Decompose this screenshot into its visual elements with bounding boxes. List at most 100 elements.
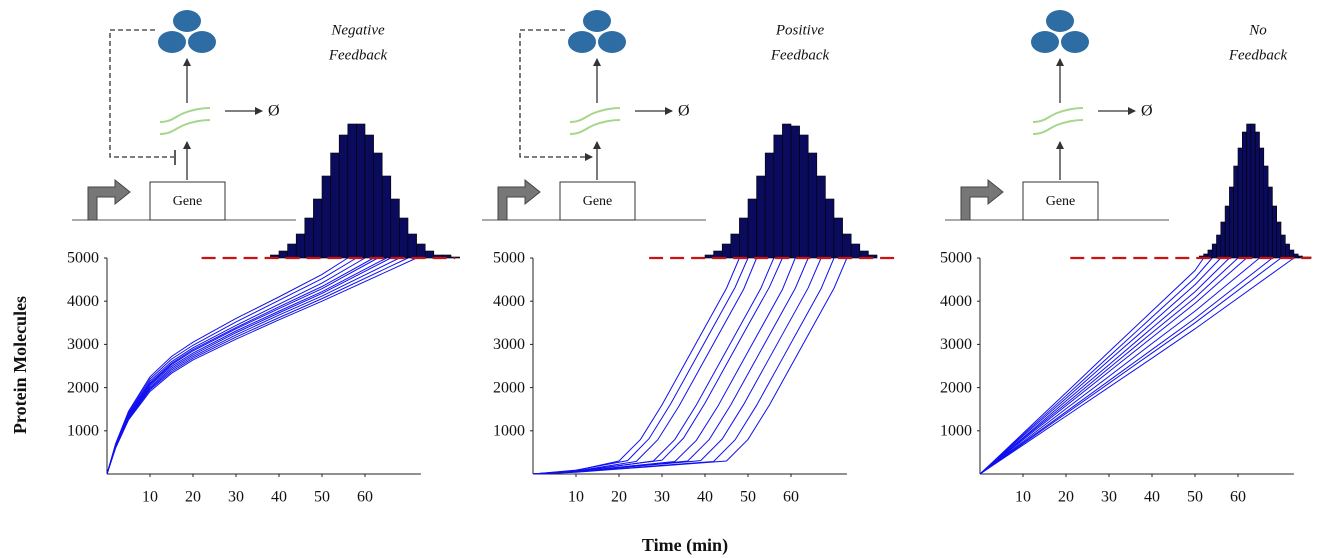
panel-title: Feedback	[770, 47, 830, 63]
x-tick-label: 40	[697, 489, 713, 506]
protein	[1046, 10, 1074, 32]
trajectory	[532, 257, 740, 475]
histogram-bar	[1272, 205, 1278, 259]
y-tick-label: 3000	[493, 336, 525, 353]
histogram-bar	[790, 125, 800, 259]
x-tick-label: 20	[185, 489, 201, 506]
mrna	[1032, 107, 1084, 123]
trajectory	[106, 257, 366, 475]
histogram-bar	[773, 134, 783, 259]
mrna	[569, 119, 621, 135]
histogram-bar	[1293, 253, 1299, 259]
x-tick-label: 10	[568, 489, 584, 506]
x-tick-label: 60	[783, 489, 799, 506]
trajectory	[979, 257, 1260, 475]
trajectory	[106, 257, 349, 475]
histogram-bar	[442, 254, 452, 259]
y-axis-label: Protein Molecules	[10, 296, 30, 434]
y-tick-label: 1000	[67, 422, 99, 439]
protein	[158, 31, 186, 53]
x-tick-label: 50	[1187, 489, 1203, 506]
x-axis-label: Time (min)	[642, 535, 728, 556]
y-tick-label: 2000	[67, 379, 99, 396]
histogram-bar	[825, 198, 835, 259]
histogram-bar	[1242, 131, 1247, 259]
histogram-bar	[313, 198, 323, 259]
y-tick-label: 5000	[493, 250, 525, 267]
x-tick-label: 60	[357, 489, 373, 506]
histogram-bar	[1250, 123, 1256, 259]
trajectory	[979, 257, 1273, 475]
histogram-bar	[756, 175, 766, 259]
feedback-line	[109, 29, 174, 158]
x-tick-label: 20	[1058, 489, 1074, 506]
trajectory	[532, 257, 749, 475]
histogram-bar	[842, 233, 852, 259]
histogram-bar	[304, 217, 314, 259]
protein	[598, 31, 626, 53]
histogram-bar	[321, 175, 331, 259]
histogram-bar	[850, 243, 861, 259]
trajectory	[979, 257, 1247, 475]
protein	[188, 31, 216, 53]
gene-box	[1022, 181, 1099, 221]
trajectory	[532, 257, 775, 475]
panel-title: Feedback	[328, 47, 388, 63]
y-tick-label: 1000	[493, 422, 525, 439]
trajectory	[979, 257, 1239, 475]
protein	[1061, 31, 1089, 53]
histogram-bar	[356, 123, 366, 259]
histogram-bar	[1285, 243, 1290, 259]
panel: 1000 2000 3000 4000 5000 10 20 30 40 50 60 Positive…	[482, 10, 895, 556]
trajectory	[532, 257, 783, 475]
degradation-label: Ø	[1141, 103, 1153, 120]
feedback-line	[519, 29, 593, 161]
histogram-bar	[373, 152, 383, 259]
y-tick-label: 4000	[940, 293, 972, 310]
histogram-bar	[1254, 131, 1260, 259]
histogram-bar	[330, 152, 340, 259]
histogram-bar	[364, 134, 374, 259]
gene-label: Gene	[583, 194, 613, 209]
protein	[1031, 31, 1059, 53]
panel: 1000 2000 3000 4000 5000 10 20 30 40 50 60 Negative…	[10, 10, 460, 506]
x-tick-label: 40	[271, 489, 287, 506]
histogram-bar	[407, 233, 417, 259]
histogram-bar	[833, 217, 843, 259]
histogram-bar	[338, 134, 349, 259]
panel: 1000 2000 3000 4000 5000 10 20 30 40 50 60 No Feedba…	[940, 10, 1312, 506]
protein	[583, 10, 611, 32]
histogram-bar	[1211, 243, 1217, 259]
histogram-bar	[721, 243, 732, 259]
gene-box	[149, 181, 226, 221]
histogram-bar	[1233, 165, 1239, 259]
y-tick-label: 5000	[67, 250, 99, 267]
protein	[173, 10, 201, 32]
panel-title: Feedback	[1228, 47, 1288, 63]
trajectory	[532, 257, 822, 475]
histogram-bar	[390, 198, 400, 259]
panel-title: Positive	[775, 22, 825, 38]
gene-diagram: Gene Ø	[482, 10, 706, 221]
y-tick-label: 1000	[940, 422, 972, 439]
trajectory	[532, 257, 809, 475]
x-tick-label: 10	[1015, 489, 1031, 506]
trajectory	[979, 257, 1222, 475]
trajectory	[106, 257, 379, 475]
trajectory	[106, 257, 392, 475]
gene-diagram: Gene Ø	[72, 10, 296, 221]
x-tick-label: 30	[654, 489, 670, 506]
promoter-arrow	[497, 178, 541, 221]
histogram-bar	[1246, 123, 1252, 259]
histogram-bar	[347, 123, 357, 259]
mrna	[159, 107, 211, 123]
histogram-bar	[1263, 165, 1269, 259]
histogram-bar	[1220, 221, 1226, 259]
histogram-bar	[399, 217, 409, 259]
y-tick-label: 3000	[67, 336, 99, 353]
trajectory	[106, 257, 400, 475]
trajectory	[532, 257, 796, 475]
y-tick-label: 3000	[940, 336, 972, 353]
histogram-bar	[747, 198, 757, 259]
x-tick-label: 30	[228, 489, 244, 506]
